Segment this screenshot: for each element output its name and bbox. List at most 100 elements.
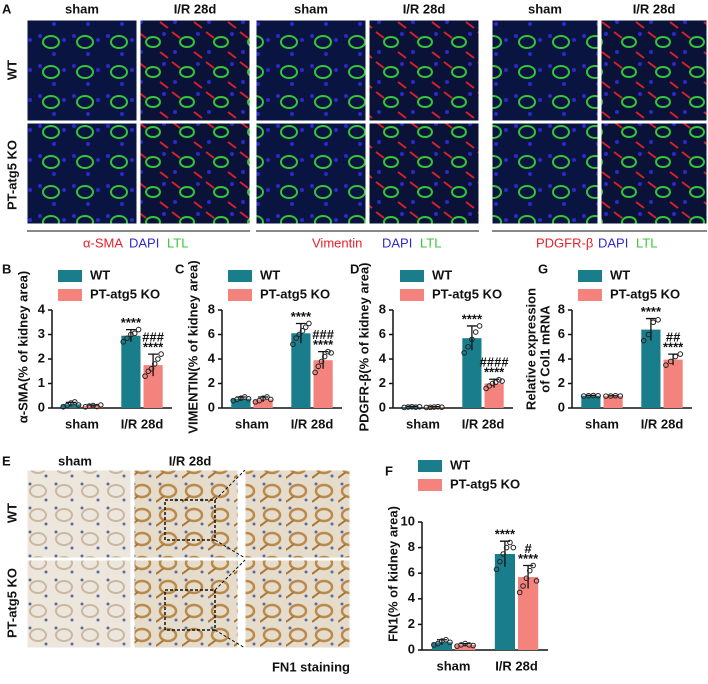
y-tick-label: 4	[379, 350, 387, 365]
significance: ****	[462, 311, 483, 326]
x-tick-label: I/R 28d	[462, 416, 505, 431]
column-label: I/R 28d	[174, 1, 217, 16]
y-axis-label: α-SMA(% of kidney area)	[15, 271, 30, 423]
y-tick-label: 1	[38, 375, 45, 390]
column-label: sham	[528, 1, 562, 16]
data-point	[511, 545, 516, 550]
column-label: I/R 28d	[169, 453, 212, 468]
data-point	[651, 320, 656, 325]
y-tick-label: 2	[38, 350, 45, 365]
stain-label: LTL	[167, 235, 188, 250]
stain-label: LTL	[420, 235, 441, 250]
stain-label: Vimentin	[312, 235, 362, 250]
y-tick-label: 8	[379, 301, 386, 316]
legend-label: PT-atg5 KO	[610, 286, 680, 301]
significance: ****	[641, 304, 662, 319]
micrograph	[140, 123, 250, 224]
legend-swatch	[58, 270, 82, 282]
column-label: I/R 28d	[633, 1, 676, 16]
y-tick-label: 8	[208, 301, 215, 316]
significance: ****	[121, 315, 142, 330]
legend-label: PT-atg5 KO	[450, 476, 520, 491]
bar	[495, 554, 515, 650]
legend-swatch	[228, 289, 252, 301]
bar	[121, 336, 140, 408]
bar	[641, 330, 660, 408]
y-tick-label: 6	[558, 326, 565, 341]
data-point	[473, 330, 478, 335]
y-axis-label: VIMENTIN(% of kidney area)	[185, 260, 200, 433]
y-tick-label: 2	[208, 375, 215, 390]
y-tick-label: 6	[408, 565, 415, 580]
micrograph	[134, 470, 238, 558]
legend-swatch	[228, 270, 252, 282]
y-tick-label: 2	[379, 375, 386, 390]
significance: ****	[313, 337, 334, 352]
micrograph	[245, 560, 350, 648]
y-tick-label: 6	[379, 326, 386, 341]
y-axis-label: PDGFR-β(% of kidney area)	[356, 262, 371, 431]
significance: ****	[518, 551, 539, 566]
bar	[291, 333, 310, 408]
x-tick-label: I/R 28d	[641, 416, 684, 431]
row-label: PT-atg5 KO	[4, 568, 19, 638]
y-tick-label: 0	[208, 399, 215, 414]
micrograph	[369, 20, 479, 121]
legend-label: PT-atg5 KO	[90, 286, 160, 301]
stain-label: α-SMA	[83, 235, 123, 250]
panel-letter: A	[2, 1, 12, 16]
micrograph	[369, 123, 479, 224]
legend-label: PT-atg5 KO	[260, 286, 330, 301]
legend-label: WT	[90, 267, 110, 282]
x-tick-label: I/R 28d	[291, 416, 334, 431]
legend-label: PT-atg5 KO	[432, 286, 502, 301]
y-tick-label: 8	[558, 301, 565, 316]
stain-label: DAPI	[598, 235, 628, 250]
legend-label: WT	[450, 457, 470, 472]
micrograph	[256, 123, 366, 224]
legend-swatch	[400, 289, 424, 301]
data-point	[673, 354, 678, 359]
legend-swatch	[400, 270, 424, 282]
legend-swatch	[578, 270, 602, 282]
y-tick-label: 4	[208, 350, 216, 365]
y-tick-label: 2	[408, 616, 415, 631]
micrograph	[27, 20, 137, 121]
legend-swatch	[418, 479, 442, 491]
panel-letter: F	[385, 463, 393, 478]
y-tick-label: 4	[558, 350, 566, 365]
micrograph	[134, 560, 238, 648]
y-axis-label: of Col1 mRNA	[537, 305, 552, 393]
y-axis-label: Relative expression	[523, 288, 538, 410]
y-tick-label: 0	[379, 399, 386, 414]
column-label: sham	[294, 1, 328, 16]
row-label: WT	[4, 60, 19, 80]
stain-label: LTL	[636, 235, 657, 250]
legend-label: WT	[610, 267, 630, 282]
column-label: sham	[65, 1, 99, 16]
legend-swatch	[418, 460, 442, 472]
significance: ****	[495, 527, 516, 542]
significance: ****	[291, 309, 312, 324]
x-tick-label: I/R 28d	[121, 416, 164, 431]
panel-letter: B	[2, 261, 11, 276]
y-tick-label: 8	[408, 539, 415, 554]
x-tick-label: I/R 28d	[495, 658, 538, 673]
x-tick-label: sham	[585, 416, 619, 431]
stain-label: PDGFR-β	[536, 235, 593, 250]
micrograph	[140, 20, 250, 121]
micrograph	[27, 560, 131, 648]
panel-letter: E	[2, 453, 11, 468]
y-axis-label: FN1(% of kidney area)	[385, 506, 400, 642]
column-label: sham	[58, 453, 92, 468]
micrograph	[245, 470, 350, 558]
micrograph	[256, 20, 366, 121]
y-tick-label: 6	[208, 326, 215, 341]
x-tick-label: sham	[437, 658, 471, 673]
x-tick-label: sham	[406, 416, 440, 431]
caption: FN1 staining	[272, 659, 350, 674]
micrograph	[27, 470, 131, 558]
y-tick-label: 10	[401, 513, 415, 528]
legend-label: WT	[432, 267, 452, 282]
row-label: PT-atg5 KO	[4, 140, 19, 210]
